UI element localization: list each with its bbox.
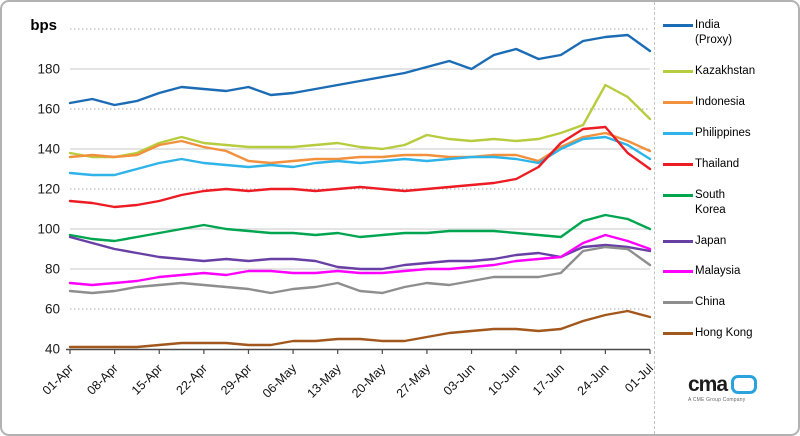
series-line-china (68, 245, 652, 295)
x-tick-label-27-may: 27-May (394, 361, 434, 401)
cma-logo-row: cma (688, 373, 758, 396)
legend-item-thailand: Thailand (663, 157, 798, 172)
series-line-philippines (68, 135, 652, 177)
legend-swatch-japan (663, 239, 693, 243)
y-tick-label-60: 60 (45, 302, 60, 317)
legend-swatch-india-proxy (663, 24, 693, 27)
legend-label-india-proxy: India (Proxy) (695, 19, 733, 46)
x-tick-label-22-apr: 22-Apr (174, 361, 210, 397)
legend-swatch-south-korea (663, 193, 693, 197)
legend-label-hong-kong: Hong Kong (695, 327, 753, 340)
legend-item-hong-kong: Hong Kong (663, 326, 798, 341)
legend-swatch-thailand (663, 162, 693, 166)
x-tick-label-15-apr: 15-Apr (129, 361, 165, 397)
y-tick-label-120: 120 (37, 182, 60, 197)
legend-label-indonesia: Indonesia (695, 95, 745, 108)
series-line-malaysia (68, 233, 652, 287)
legend-label-thailand: Thailand (695, 157, 740, 170)
legend-label-philippines: Philippines (695, 126, 751, 139)
x-tick-label-13-may: 13-May (304, 361, 344, 401)
y-tick-label-40: 40 (45, 342, 60, 357)
legend-label-kazakhstan: Kazakhstan (695, 64, 756, 77)
legend-item-japan: Japan (663, 234, 798, 249)
legend-label-malaysia: Malaysia (695, 265, 741, 278)
legend-swatch-philippines (663, 131, 693, 135)
legend-label-china: China (695, 296, 726, 309)
legend-item-kazakhstan: Kazakhstan (663, 64, 798, 79)
series-line-japan (68, 235, 652, 271)
legend-swatch-malaysia (663, 270, 693, 274)
legend: India (Proxy) Kazakhstan Indonesia Philippin… (654, 2, 798, 434)
series-line-south-korea (68, 213, 652, 243)
x-tick-label-29-apr: 29-Apr (218, 361, 254, 397)
legend-item-india-proxy: India (Proxy) (663, 18, 798, 48)
y-tick-label-140: 140 (37, 142, 60, 157)
legend-item-china: China (663, 295, 798, 310)
series-line-kazakhstan (68, 83, 652, 159)
series-line-hong-kong (68, 309, 652, 349)
legend-swatch-indonesia (663, 100, 693, 104)
cma-logo: cma A CME Group Company (688, 373, 758, 403)
x-tick-label-01-apr: 01-Apr (40, 361, 76, 397)
cma-logo-tagline: A CME Group Company (688, 397, 746, 403)
cma-logo-text: cma (688, 373, 728, 396)
y-tick-label-100: 100 (37, 222, 60, 237)
legend-swatch-kazakhstan (663, 69, 693, 73)
x-tick-label-10-jun: 10-Jun (485, 361, 522, 398)
x-tick-label-17-jun: 17-Jun (530, 361, 567, 398)
legend-item-philippines: Philippines (663, 126, 798, 141)
x-tick-label-06-may: 06-May (260, 361, 300, 401)
x-tick-label-20-may: 20-May (349, 361, 389, 401)
series-line-thailand (68, 125, 652, 209)
y-tick-label-80: 80 (45, 262, 60, 277)
x-tick-label-01-jul: 01-Jul (622, 361, 656, 395)
x-tick-label-03-jun: 03-Jun (441, 361, 478, 398)
legend-item-malaysia: Malaysia (663, 264, 798, 279)
legend-swatch-hong-kong (663, 332, 693, 336)
x-tick-label-08-apr: 08-Apr (84, 361, 120, 397)
y-tick-label-160: 160 (37, 102, 60, 117)
legend-swatch-china (663, 301, 693, 305)
legend-item-south-korea: South Korea (663, 188, 798, 218)
cma-logo-mark-icon (731, 375, 758, 394)
x-tick-label-24-jun: 24-Jun (575, 361, 612, 398)
legend-label-south-korea: South Korea (695, 188, 726, 216)
legend-item-indonesia: Indonesia (663, 95, 798, 110)
series-line-india-proxy (68, 33, 652, 107)
y-tick-label-180: 180 (37, 62, 60, 77)
y-axis-unit-label: bps (30, 17, 57, 34)
legend-label-japan: Japan (695, 234, 727, 247)
